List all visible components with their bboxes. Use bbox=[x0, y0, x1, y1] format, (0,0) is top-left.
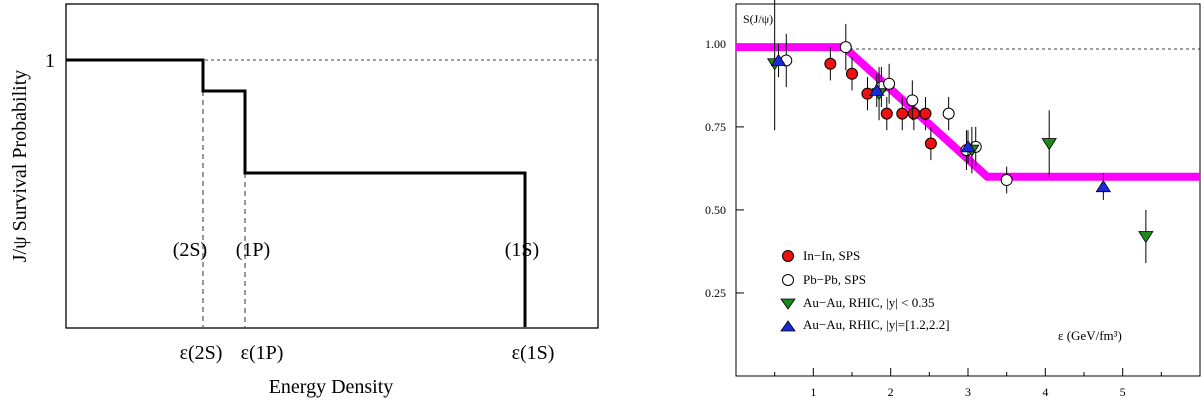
data-point-s0-p1 bbox=[846, 67, 858, 80]
legend-marker-in-in bbox=[782, 250, 794, 262]
right-x-tick-label-3: 4 bbox=[1042, 385, 1048, 399]
left-state-label-1p: (1P) bbox=[236, 239, 270, 261]
data-point-s0-p6 bbox=[919, 107, 932, 120]
left-y-tick-label-1: 1 bbox=[45, 50, 55, 72]
legend-entry-au-au-mid: Au−Au, RHIC, |y| < 0.35 bbox=[780, 295, 934, 310]
right-y-tick-label-1: 0.50 bbox=[705, 203, 726, 217]
legend-label-in-in: In−In, SPS bbox=[803, 248, 860, 263]
right-x-ticks: 1 2 3 4 5 bbox=[774, 368, 1162, 399]
right-y-tick-label-0: 0.25 bbox=[705, 286, 726, 300]
legend-entry-au-au-fwd: Au−Au, RHIC, |y|=[1.2,2.2] bbox=[780, 317, 950, 332]
right-x-tick-label-0: 1 bbox=[810, 385, 816, 399]
right-chart: S(J/ψ) 0.25 0.50 0.75 1.00 1 2 3 4 5 In−In, SPS… bbox=[705, 0, 1201, 399]
legend-marker-pb-pb bbox=[782, 274, 794, 286]
data-point-s1-p4 bbox=[906, 94, 919, 107]
right-y-axis-label: S(J/ψ) bbox=[743, 12, 773, 26]
data-point-s3-p2 bbox=[960, 140, 976, 153]
right-legend: In−In, SPS Pb−Pb, SPS Au−Au, RHIC, |y| <… bbox=[780, 248, 950, 332]
legend-entry-in-in: In−In, SPS bbox=[782, 248, 860, 263]
left-state-label-1s: (1S) bbox=[505, 239, 539, 261]
data-point-s0-p5 bbox=[907, 107, 920, 120]
left-plot-frame bbox=[65, 3, 599, 329]
legend-label-pb-pb: Pb−Pb, SPS bbox=[803, 272, 866, 287]
data-point-s0-p7 bbox=[924, 137, 937, 150]
data-point-s1-p3 bbox=[883, 77, 896, 90]
left-state-label-2s: (2S) bbox=[173, 239, 207, 261]
right-y-tick-label-3: 1.00 bbox=[705, 37, 726, 51]
right-y-ticks: 0.25 0.50 0.75 1.00 bbox=[705, 37, 744, 300]
right-y-tick-label-2: 0.75 bbox=[705, 120, 726, 134]
legend-marker-au-au-fwd bbox=[780, 320, 796, 332]
data-point-s3-p3 bbox=[1095, 179, 1112, 193]
left-y-axis-label: J/ψ Survival Probability bbox=[9, 70, 31, 263]
right-x-tick-label-1: 2 bbox=[888, 385, 894, 399]
left-x-tick-label-e1p: ε(1P) bbox=[241, 342, 284, 364]
legend-marker-au-au-mid bbox=[780, 298, 796, 310]
left-step-curve bbox=[66, 58, 527, 327]
data-point-s1-p5 bbox=[942, 107, 955, 120]
data-point-s3-p1 bbox=[869, 83, 885, 96]
left-x-tick-label-e2s: ε(2S) bbox=[180, 342, 223, 364]
data-point-s0-p0 bbox=[824, 57, 837, 70]
legend-label-au-au-fwd: Au−Au, RHIC, |y|=[1.2,2.2] bbox=[803, 317, 950, 332]
legend-entry-pb-pb: Pb−Pb, SPS bbox=[782, 272, 866, 287]
right-x-tick-label-4: 5 bbox=[1120, 385, 1126, 399]
data-point-s0-p3 bbox=[880, 107, 893, 120]
left-chart: J/ψ Survival Probability 1 (2S) (1P) (1S… bbox=[9, 3, 599, 398]
right-data-points bbox=[766, 0, 1154, 264]
right-x-axis-label: ε (GeV/fm³) bbox=[1058, 328, 1122, 343]
left-x-axis-label: Energy Density bbox=[269, 376, 394, 398]
left-x-tick-label-e1s: ε(1S) bbox=[512, 342, 555, 364]
data-point-s2-p3 bbox=[1041, 138, 1057, 151]
data-point-s3-p0 bbox=[770, 53, 787, 66]
data-point-s2-p4 bbox=[1138, 231, 1154, 244]
legend-label-au-au-mid: Au−Au, RHIC, |y| < 0.35 bbox=[803, 295, 934, 310]
data-point-s0-p4 bbox=[896, 107, 909, 120]
right-x-tick-label-2: 3 bbox=[965, 385, 971, 399]
data-point-s1-p1 bbox=[839, 41, 852, 54]
data-point-s1-p8 bbox=[1000, 174, 1013, 187]
